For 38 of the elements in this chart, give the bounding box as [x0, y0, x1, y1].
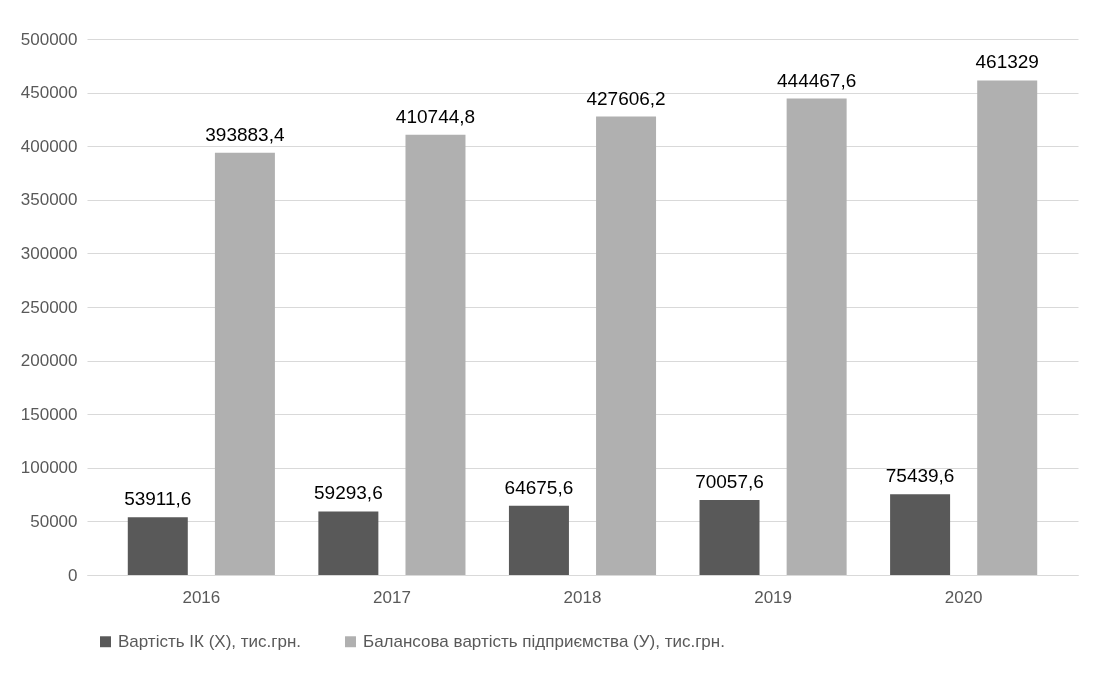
data-label: 64675,6: [504, 476, 574, 498]
data-label: 75439,6: [885, 465, 955, 487]
bar: [890, 494, 951, 575]
legend-label: Балансова вартість підприємства (У), тис.грн.: [363, 631, 725, 651]
y-tick-label: 450000: [20, 83, 78, 103]
x-tick-label: 2018: [563, 587, 602, 607]
y-tick-label: 200000: [20, 351, 78, 371]
data-label: 70057,6: [695, 470, 764, 492]
bar: [508, 505, 569, 575]
data-label: 393883,4: [205, 123, 285, 145]
bar: [127, 517, 188, 575]
bar: [214, 152, 275, 575]
y-tick-label: 100000: [20, 458, 78, 478]
bar: [786, 98, 847, 575]
y-tick-label: 50000: [30, 511, 78, 531]
legend-label: Вартість ІК (Х), тис.грн.: [118, 631, 302, 651]
bar: [596, 116, 657, 575]
bar: [318, 511, 379, 575]
y-tick-label: 500000: [20, 29, 78, 49]
y-tick-label: 300000: [20, 243, 78, 263]
x-tick-label: 2019: [754, 587, 792, 607]
y-tick-label: 150000: [20, 404, 78, 424]
data-label: 410744,8: [395, 105, 476, 127]
y-tick-label: 400000: [20, 136, 78, 156]
x-tick-label: 2020: [944, 587, 983, 607]
x-tick-label: 2016: [182, 587, 221, 607]
data-label: 444467,6: [777, 69, 857, 91]
data-label: 427606,2: [586, 87, 666, 109]
y-tick-label: 0: [68, 565, 78, 585]
bar: [405, 134, 466, 575]
y-tick-label: 350000: [20, 190, 78, 210]
data-label: 461329: [975, 51, 1039, 73]
y-tick-label: 250000: [20, 297, 78, 317]
data-label: 53911,6: [124, 488, 192, 510]
bar: [699, 499, 760, 575]
bar: [977, 80, 1038, 575]
x-tick-label: 2017: [373, 587, 411, 607]
data-label: 59293,6: [314, 482, 383, 504]
